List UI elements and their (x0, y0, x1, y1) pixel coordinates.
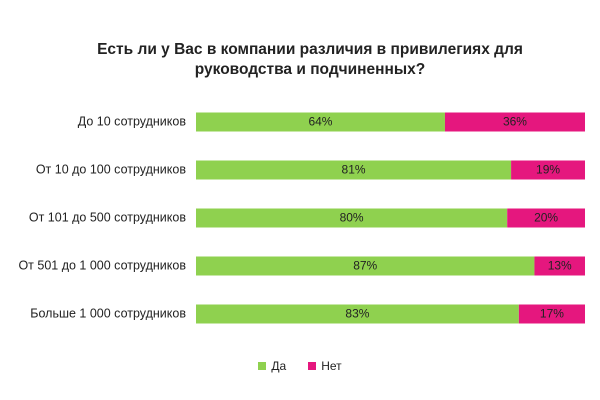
data-label-net: 20% (534, 211, 558, 225)
legend-swatch-net (308, 362, 317, 370)
data-label-da: 80% (340, 211, 364, 225)
bar-segment-net (518, 304, 585, 324)
data-label-da: 83% (345, 307, 369, 321)
data-label-net: 13% (548, 259, 572, 273)
bar-segment-da (196, 256, 535, 276)
data-label-da: 81% (342, 163, 366, 177)
category-label: До 10 сотрудников (78, 114, 187, 128)
legend: Да Нет (0, 359, 600, 373)
bar-segment-da (196, 160, 512, 180)
legend-item-da: Да (258, 359, 286, 373)
data-label-da: 87% (353, 259, 377, 273)
bar-segment-net (444, 112, 585, 132)
chart-title: Есть ли у Вас в компании различия в прив… (97, 41, 523, 78)
data-label-net: 19% (536, 163, 560, 177)
legend-label-net: Нет (321, 359, 342, 373)
category-label: От 10 до 100 сотрудников (36, 162, 187, 176)
bar-segment-da (196, 112, 445, 132)
bar-segment-net (534, 256, 585, 276)
legend-swatch-da (258, 362, 267, 370)
legend-item-net: Нет (308, 359, 342, 373)
data-label-net: 17% (540, 307, 564, 321)
bar-segment-net (511, 160, 585, 180)
data-label-net: 36% (503, 115, 527, 129)
category-label: От 101 до 500 сотрудников (29, 210, 186, 224)
bar-segment-da (196, 304, 519, 324)
bar-segment-net (507, 208, 585, 228)
data-label-da: 64% (308, 115, 332, 129)
legend-label-da: Да (271, 359, 287, 373)
category-label: Больше 1 000 сотрудников (30, 306, 186, 320)
bar-segment-da (196, 208, 508, 228)
category-label: От 501 до 1 000 сотрудников (18, 258, 186, 272)
